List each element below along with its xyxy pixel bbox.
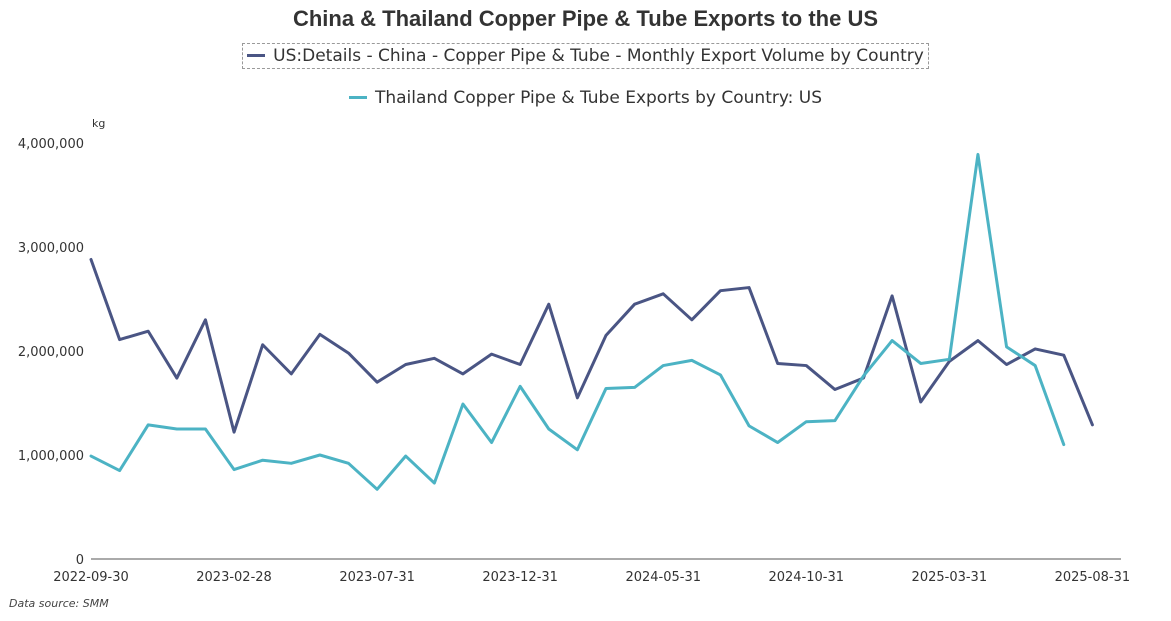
x-tick-label: 2023-12-31 xyxy=(482,570,558,585)
y-tick-label: 1,000,000 xyxy=(18,449,84,464)
series-line-china xyxy=(89,257,1094,434)
legend-swatch-china xyxy=(247,54,266,57)
y-tick-label: 2,000,000 xyxy=(18,345,84,360)
series-line-thailand xyxy=(89,152,1066,491)
x-tick-label: 2025-03-31 xyxy=(912,570,988,585)
x-tick-label: 2023-07-31 xyxy=(339,570,415,585)
legend-item-china[interactable]: US:Details - China - Copper Pipe & Tube … xyxy=(242,42,929,69)
legend-label-china: US:Details - China - Copper Pipe & Tube … xyxy=(273,45,924,66)
legend-label-thailand: Thailand Copper Pipe & Tube Exports by C… xyxy=(374,87,823,108)
y-axis-unit-label: kg xyxy=(92,117,105,130)
legend-item-thailand[interactable]: Thailand Copper Pipe & Tube Exports by C… xyxy=(345,86,826,110)
y-tick-label: 3,000,000 xyxy=(18,241,84,256)
legend-row-1: US:Details - China - Copper Pipe & Tube … xyxy=(0,42,1171,69)
y-tick-label: 0 xyxy=(76,553,84,568)
chart-title: China & Thailand Copper Pipe & Tube Expo… xyxy=(292,6,879,31)
y-tick-label: 4,000,000 xyxy=(18,137,84,152)
data-source-note: Data source: SMM xyxy=(9,597,109,610)
x-tick-label: 2022-09-30 xyxy=(53,570,129,585)
legend-row-2: Thailand Copper Pipe & Tube Exports by C… xyxy=(0,84,1171,110)
x-tick-label: 2024-10-31 xyxy=(768,570,844,585)
legend-swatch-thailand xyxy=(348,96,367,99)
x-tick-label: 2025-08-31 xyxy=(1055,570,1131,585)
x-tick-label: 2023-02-28 xyxy=(196,570,272,585)
x-tick-label: 2024-05-31 xyxy=(625,570,701,585)
